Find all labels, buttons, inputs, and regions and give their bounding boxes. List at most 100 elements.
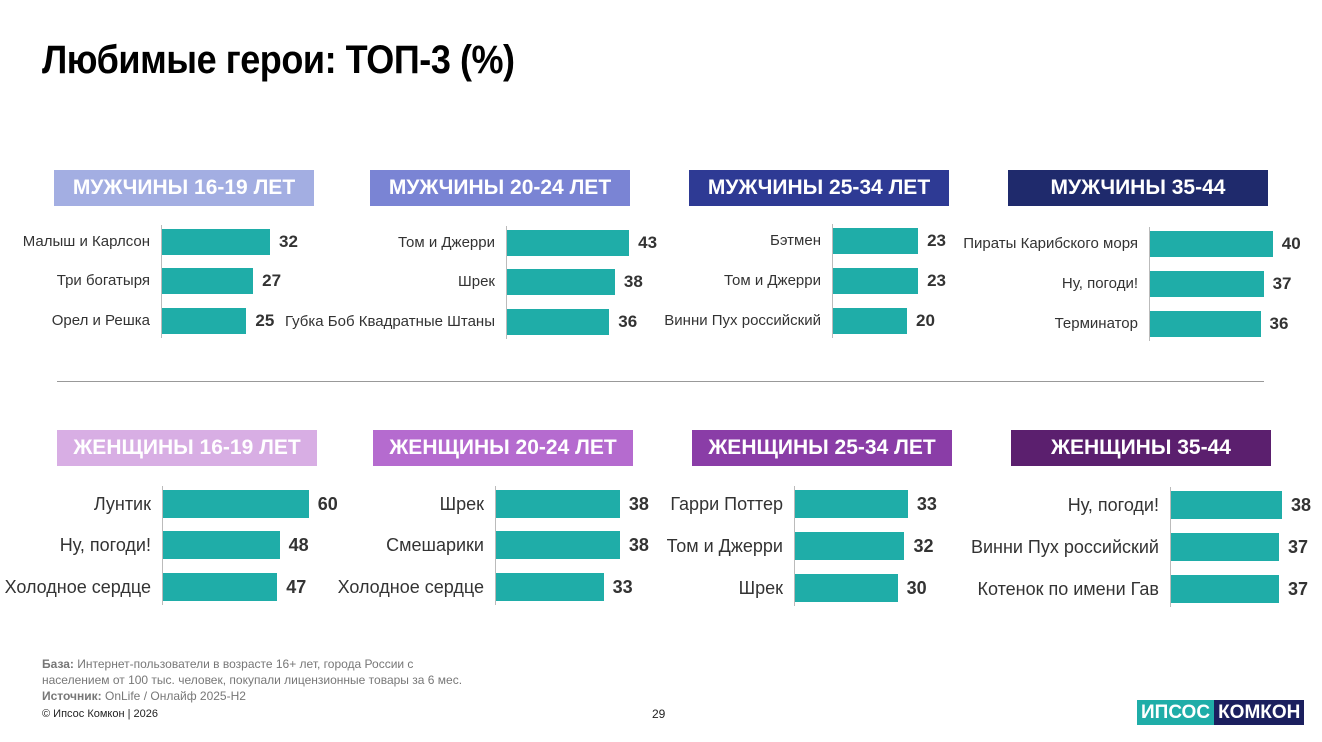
value-label: 48 bbox=[288, 534, 309, 555]
category-label: Холодное сердце bbox=[337, 576, 484, 597]
bar bbox=[496, 531, 620, 559]
page-title: Любимые герои: ТОП-3 (%) bbox=[42, 38, 515, 82]
value-label: 47 bbox=[286, 576, 307, 597]
bar bbox=[162, 308, 247, 334]
base-text: Интернет-пользователи в возрасте 16+ лет… bbox=[42, 657, 463, 687]
page-number: 29 bbox=[652, 707, 666, 721]
bar bbox=[162, 229, 270, 255]
value-label: 43 bbox=[638, 233, 658, 253]
category-label: Ну, погоди! bbox=[1061, 275, 1138, 293]
chart-header: ЖЕНЩИНЫ 35-44 bbox=[1011, 430, 1271, 466]
value-label: 36 bbox=[1269, 314, 1289, 334]
logo-left: ИПСОС bbox=[1137, 700, 1215, 725]
chart-header: МУЖЧИНЫ 35-44 bbox=[1008, 170, 1268, 206]
bar bbox=[795, 532, 905, 560]
value-label: 38 bbox=[623, 272, 643, 292]
chart-axis bbox=[1170, 487, 1171, 607]
bar bbox=[1171, 533, 1280, 561]
category-label: Смешарики bbox=[386, 534, 484, 555]
divider bbox=[57, 381, 1264, 382]
category-label: Холодное сердце bbox=[4, 576, 151, 597]
chart-header: ЖЕНЩИНЫ 25-34 ЛЕТ bbox=[692, 430, 952, 466]
category-label: Котенок по имени Гав bbox=[977, 578, 1160, 599]
category-label: Шрек bbox=[439, 493, 484, 514]
value-label: 23 bbox=[927, 271, 947, 291]
value-label: 33 bbox=[916, 493, 937, 514]
bar bbox=[833, 308, 907, 334]
value-label: 32 bbox=[279, 232, 298, 252]
bar bbox=[833, 268, 919, 294]
category-label: Три богатыря bbox=[56, 272, 150, 290]
chart-header: МУЖЧИНЫ 20-24 ЛЕТ bbox=[370, 170, 630, 206]
category-label: Ну, погоди! bbox=[1067, 494, 1159, 515]
value-label: 30 bbox=[906, 577, 927, 598]
bar bbox=[833, 228, 919, 254]
value-label: 25 bbox=[255, 311, 275, 331]
value-label: 40 bbox=[1281, 234, 1301, 254]
value-label: 33 bbox=[612, 576, 633, 597]
bar bbox=[163, 490, 309, 518]
category-label: Винни Пух российский bbox=[664, 312, 821, 330]
bar bbox=[507, 230, 630, 256]
category-label: Лунтик bbox=[93, 493, 151, 514]
chart-header: ЖЕНЩИНЫ 16-19 ЛЕТ bbox=[57, 430, 317, 466]
category-label: Пираты Карибского моря bbox=[963, 235, 1138, 253]
category-label: Том и Джерри bbox=[666, 535, 783, 556]
category-label: Шрек bbox=[738, 577, 783, 598]
chart-axis bbox=[495, 486, 496, 605]
category-label: Том и Джерри bbox=[724, 272, 821, 290]
value-label: 36 bbox=[618, 312, 638, 332]
base-label: База: bbox=[42, 657, 74, 671]
bar bbox=[163, 531, 280, 559]
category-label: Терминатор bbox=[1054, 315, 1138, 333]
bar bbox=[1171, 575, 1280, 603]
category-label: Шрек bbox=[458, 273, 495, 291]
chart-header: МУЖЧИНЫ 16-19 ЛЕТ bbox=[54, 170, 314, 206]
category-label: Гарри Поттер bbox=[670, 493, 783, 514]
bar bbox=[795, 574, 898, 602]
category-label: Губка Боб Квадратные Штаны bbox=[284, 313, 495, 331]
value-label: 38 bbox=[628, 493, 649, 514]
bar bbox=[1150, 231, 1273, 257]
ipsos-comcon-logo: ИПСОС КОМКОН bbox=[1137, 700, 1305, 725]
value-label: 60 bbox=[317, 493, 338, 514]
bar bbox=[496, 573, 604, 601]
value-label: 38 bbox=[628, 534, 649, 555]
bar bbox=[1150, 311, 1261, 337]
bar bbox=[795, 490, 908, 518]
value-label: 37 bbox=[1272, 274, 1292, 294]
logo-right: КОМКОН bbox=[1214, 700, 1305, 725]
category-label: Орел и Решка bbox=[51, 312, 150, 330]
source-text: OnLife / Онлайф 2025-H2 bbox=[105, 689, 246, 703]
chart-header: ЖЕНЩИНЫ 20-24 ЛЕТ bbox=[373, 430, 633, 466]
value-label: 37 bbox=[1288, 578, 1309, 599]
bar bbox=[1171, 491, 1282, 519]
footnote: База: Интернет-пользователи в возрасте 1… bbox=[42, 656, 482, 704]
chart-axis bbox=[162, 486, 163, 605]
category-label: Винни Пух российский bbox=[970, 536, 1159, 557]
value-label: 23 bbox=[927, 231, 947, 251]
chart-axis bbox=[832, 224, 833, 338]
bar bbox=[507, 309, 610, 335]
category-label: Малыш и Карлсон bbox=[22, 233, 150, 251]
value-label: 20 bbox=[916, 311, 935, 331]
category-label: Том и Джерри bbox=[398, 234, 495, 252]
chart-axis bbox=[161, 225, 162, 338]
chart-axis bbox=[794, 486, 795, 606]
bar bbox=[162, 268, 254, 294]
value-label: 37 bbox=[1288, 536, 1309, 557]
value-label: 27 bbox=[262, 271, 282, 291]
chart-header: МУЖЧИНЫ 25-34 ЛЕТ bbox=[689, 170, 949, 206]
category-label: Ну, погоди! bbox=[59, 534, 151, 555]
copyright: © Ипсос Комкон | 2026 bbox=[42, 708, 158, 720]
chart-axis bbox=[506, 226, 507, 339]
value-label: 38 bbox=[1290, 494, 1311, 515]
category-label: Бэтмен bbox=[770, 232, 821, 250]
bar bbox=[1150, 271, 1264, 297]
chart-axis bbox=[1149, 227, 1150, 341]
source-label: Источник: bbox=[42, 689, 102, 703]
bar bbox=[163, 573, 278, 601]
value-label: 32 bbox=[913, 535, 934, 556]
bar bbox=[496, 490, 620, 518]
